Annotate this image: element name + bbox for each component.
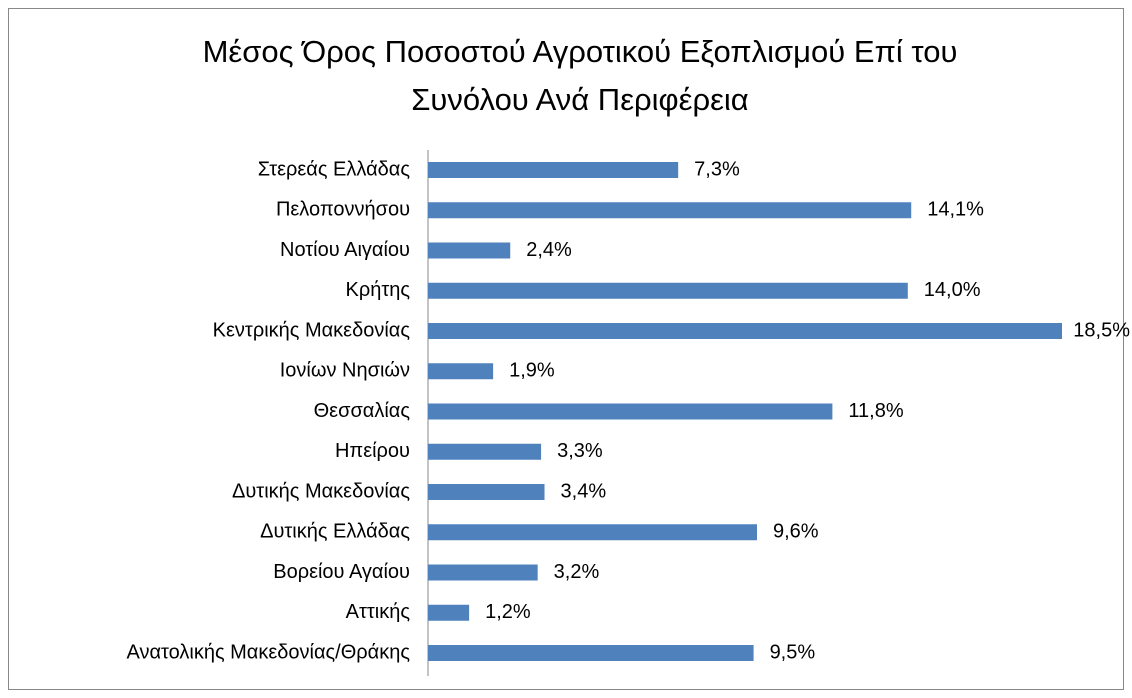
bar bbox=[428, 323, 1062, 339]
y-tick-label: Ανατολικής Μακεδονίας/Θράκης bbox=[126, 641, 410, 663]
chart-border bbox=[8, 8, 1124, 690]
y-tick-label: Ιονίων Νησιών bbox=[280, 360, 410, 382]
bar bbox=[428, 403, 833, 420]
y-tick-label: Κεντρικής Μακεδονίας bbox=[213, 319, 411, 341]
y-tick-label: Βορείου Αγαίου bbox=[273, 561, 410, 583]
data-label: 14,0% bbox=[924, 279, 981, 301]
bar bbox=[428, 242, 511, 259]
data-label: 9,6% bbox=[773, 521, 819, 543]
bar bbox=[428, 484, 545, 500]
data-label: 3,2% bbox=[554, 561, 600, 583]
y-tick-label: Θεσσαλίας bbox=[314, 400, 411, 422]
bar bbox=[428, 282, 908, 299]
data-label: 3,3% bbox=[557, 440, 603, 462]
y-tick-label: Αττικής bbox=[346, 601, 411, 623]
chart-title: Μέσος Όρος Ποσοστού Αγροτικού Εξοπλισμού… bbox=[202, 34, 958, 117]
y-tick-label: Κρήτης bbox=[345, 279, 410, 301]
y-tick-label: Δυτικής Ελλάδας bbox=[260, 521, 410, 543]
data-label: 1,2% bbox=[485, 601, 531, 623]
data-label: 7,3% bbox=[694, 158, 740, 180]
y-tick-label: Στερεάς Ελλάδας bbox=[258, 158, 411, 180]
bar bbox=[428, 524, 757, 541]
data-label: 2,4% bbox=[526, 239, 572, 261]
y-tick-label: Δυτικής Μακεδονίας bbox=[232, 480, 410, 502]
data-label: 9,5% bbox=[770, 641, 816, 663]
bar bbox=[428, 202, 912, 219]
y-tick-label: Πελοποννήσου bbox=[276, 199, 410, 221]
y-tick-label: Ηπείρου bbox=[335, 440, 410, 462]
data-label: 14,1% bbox=[927, 199, 984, 221]
bar bbox=[428, 162, 679, 178]
bar bbox=[428, 645, 754, 661]
data-label: 3,4% bbox=[561, 480, 607, 502]
y-tick-label: Νοτίου Αιγαίου bbox=[280, 239, 410, 261]
bar bbox=[428, 604, 470, 621]
data-label: 18,5% bbox=[1073, 319, 1130, 341]
bar bbox=[428, 363, 494, 380]
bar bbox=[428, 564, 538, 581]
data-label: 1,9% bbox=[509, 360, 555, 382]
data-label: 11,8% bbox=[848, 400, 903, 422]
bar bbox=[428, 443, 542, 460]
